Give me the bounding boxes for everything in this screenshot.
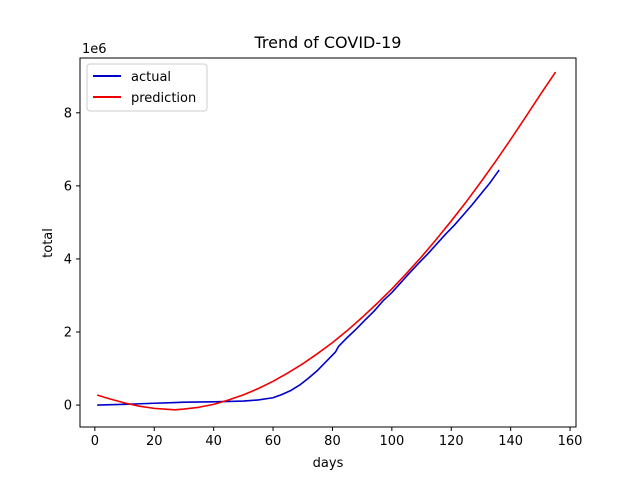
y-tick-label: 6	[64, 179, 72, 194]
x-tick-label: 80	[324, 434, 341, 449]
legend: actual prediction	[86, 63, 208, 112]
x-tick-label: 140	[498, 434, 523, 449]
y-offset-label: 1e6	[82, 42, 107, 57]
x-tick-label: 20	[146, 434, 163, 449]
y-tick-label: 0	[64, 399, 72, 414]
y-tick-label: 4	[64, 252, 72, 267]
x-tick-label: 40	[205, 434, 222, 449]
axes-frame	[79, 57, 577, 428]
x-tick-label: 0	[91, 434, 99, 449]
x-tick-label: 60	[265, 434, 282, 449]
x-tick-label: 120	[439, 434, 464, 449]
axis-ticks: 0 20 40 60 80 100 120 140 160 0 2 4 6 8	[64, 106, 583, 449]
series-line-actual	[97, 169, 500, 406]
x-tick-label: 160	[558, 434, 583, 449]
series-line-prediction	[97, 71, 557, 411]
legend-label-actual: actual	[131, 70, 171, 85]
chart-title: Trend of COVID-19	[254, 33, 402, 52]
y-axis-label: total	[41, 228, 56, 258]
y-tick-label: 8	[64, 106, 72, 121]
x-tick-label: 100	[379, 434, 404, 449]
y-tick-label: 2	[64, 326, 72, 341]
plot-area	[97, 71, 557, 411]
legend-label-prediction: prediction	[131, 91, 196, 106]
x-axis-label: days	[313, 456, 344, 471]
